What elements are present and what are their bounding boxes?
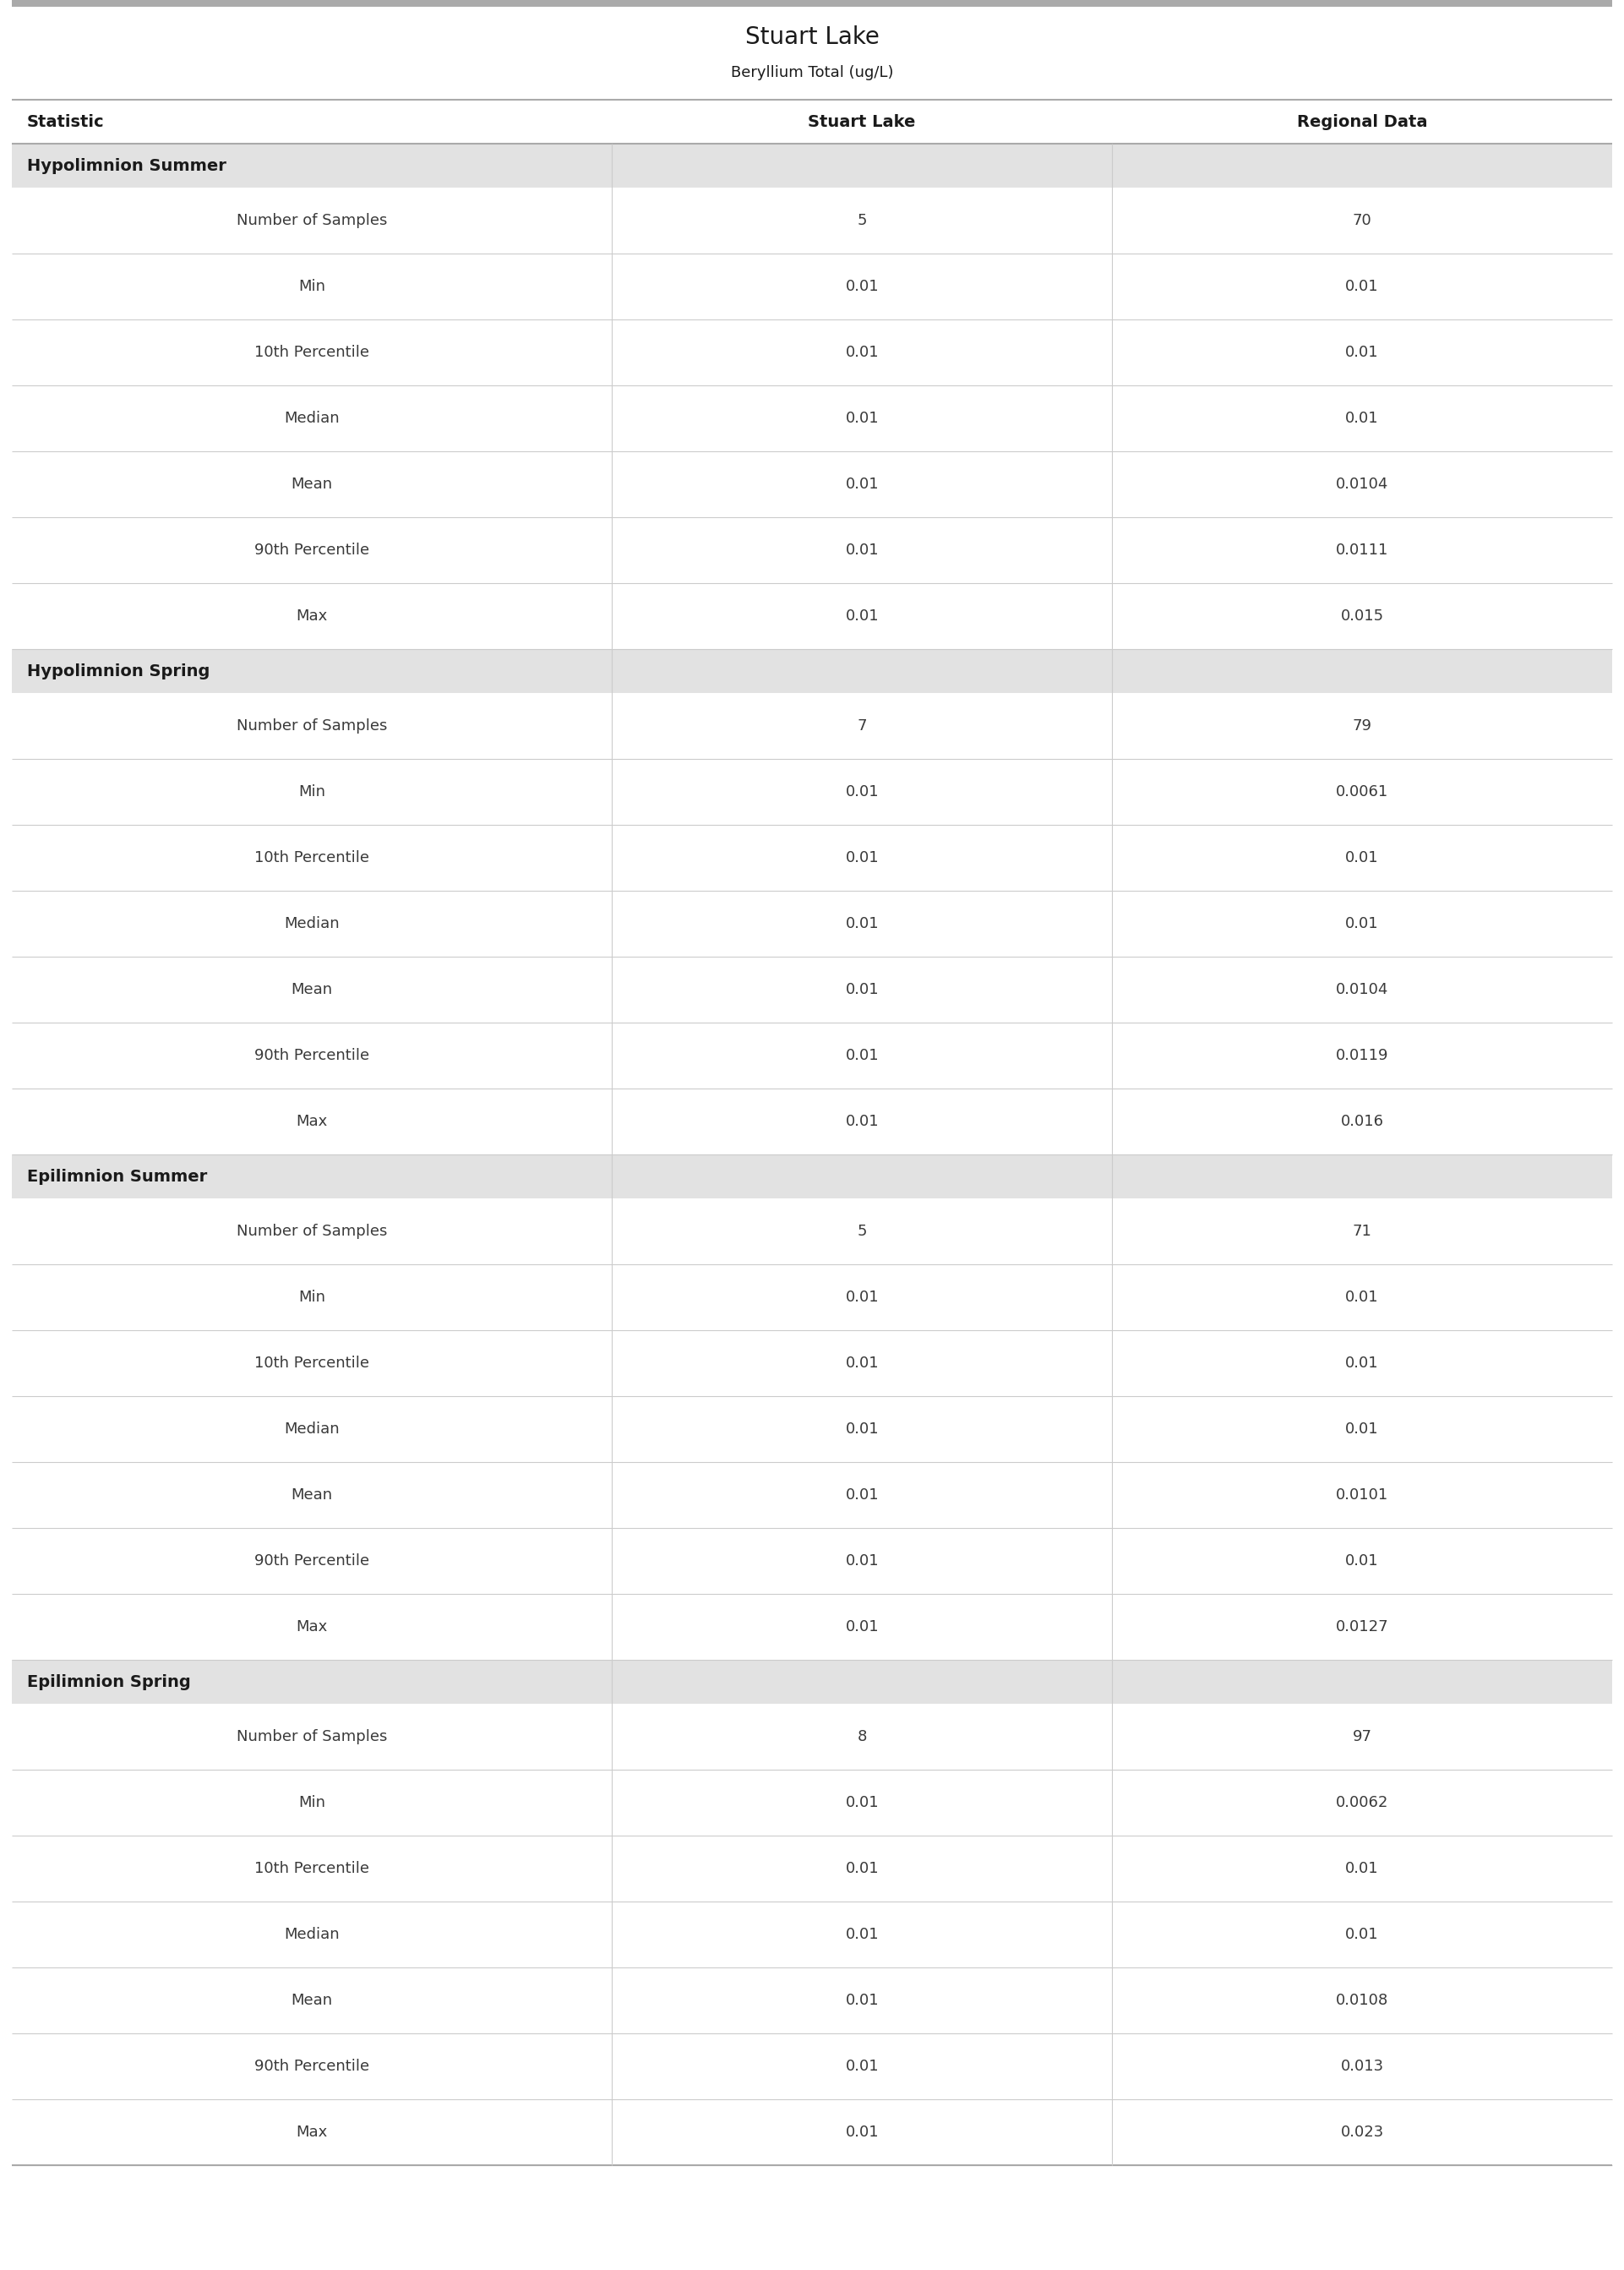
Text: 0.01: 0.01 [844,983,879,997]
Text: 0.0061: 0.0061 [1337,783,1389,799]
Text: 79: 79 [1353,717,1372,733]
Text: Min: Min [299,783,325,799]
Text: Max: Max [296,2125,328,2141]
Text: 71: 71 [1353,1224,1372,1239]
Text: Median: Median [284,1421,339,1437]
Text: 8: 8 [857,1730,867,1743]
Text: 0.01: 0.01 [1345,279,1379,295]
Text: Stuart Lake: Stuart Lake [809,114,916,129]
Text: 0.01: 0.01 [1345,1421,1379,1437]
Text: 0.0119: 0.0119 [1335,1049,1389,1062]
Text: 0.01: 0.01 [844,1289,879,1305]
Text: 0.013: 0.013 [1340,2059,1384,2075]
Text: 0.01: 0.01 [1345,1553,1379,1569]
Text: Epilimnion Summer: Epilimnion Summer [28,1169,208,1185]
Text: 0.0104: 0.0104 [1337,983,1389,997]
Text: Number of Samples: Number of Samples [237,213,387,229]
Text: 10th Percentile: 10th Percentile [255,1861,369,1877]
Text: Number of Samples: Number of Samples [237,717,387,733]
Text: 0.01: 0.01 [844,543,879,558]
Text: 0.015: 0.015 [1340,608,1384,624]
Text: 0.01: 0.01 [844,2125,879,2141]
Text: 0.016: 0.016 [1340,1115,1384,1128]
Text: 0.01: 0.01 [844,1553,879,1569]
Text: Median: Median [284,411,339,427]
Text: 0.0101: 0.0101 [1337,1487,1389,1503]
Text: 0.01: 0.01 [844,608,879,624]
Text: Number of Samples: Number of Samples [237,1224,387,1239]
Text: 0.0111: 0.0111 [1337,543,1389,558]
Text: Regional Data: Regional Data [1298,114,1427,129]
Text: 0.01: 0.01 [844,1049,879,1062]
Text: Min: Min [299,1289,325,1305]
Text: 97: 97 [1353,1730,1372,1743]
Text: 0.01: 0.01 [844,279,879,295]
Text: 0.01: 0.01 [844,345,879,361]
Text: 0.01: 0.01 [844,1993,879,2009]
Text: 0.01: 0.01 [1345,1289,1379,1305]
Text: 0.01: 0.01 [844,1355,879,1371]
Text: Stuart Lake: Stuart Lake [745,25,879,48]
Text: Epilimnion Spring: Epilimnion Spring [28,1673,190,1689]
Text: 10th Percentile: 10th Percentile [255,1355,369,1371]
Text: Max: Max [296,608,328,624]
Text: Min: Min [299,279,325,295]
Text: 0.0127: 0.0127 [1335,1619,1389,1634]
Text: 0.01: 0.01 [844,1861,879,1877]
Text: 0.01: 0.01 [1345,917,1379,931]
Text: 90th Percentile: 90th Percentile [255,543,369,558]
Text: 90th Percentile: 90th Percentile [255,1049,369,1062]
Text: 0.01: 0.01 [844,1115,879,1128]
Text: Beryllium Total (ug/L): Beryllium Total (ug/L) [731,66,893,79]
Text: 0.01: 0.01 [1345,411,1379,427]
Text: 0.0104: 0.0104 [1337,477,1389,493]
Text: Mean: Mean [291,477,333,493]
Text: 7: 7 [857,717,867,733]
Text: 5: 5 [857,1224,867,1239]
Text: Min: Min [299,1796,325,1809]
Text: Max: Max [296,1619,328,1634]
Text: 0.01: 0.01 [844,1619,879,1634]
Text: 10th Percentile: 10th Percentile [255,345,369,361]
Text: 0.0108: 0.0108 [1337,1993,1389,2009]
Text: Hypolimnion Summer: Hypolimnion Summer [28,157,226,175]
Text: 0.01: 0.01 [1345,1927,1379,1943]
Text: 0.01: 0.01 [844,1421,879,1437]
Text: 5: 5 [857,213,867,229]
Text: Mean: Mean [291,983,333,997]
Text: 0.023: 0.023 [1340,2125,1384,2141]
Text: 0.01: 0.01 [844,411,879,427]
Text: 0.0062: 0.0062 [1337,1796,1389,1809]
Text: 0.01: 0.01 [844,783,879,799]
Text: Mean: Mean [291,1487,333,1503]
Text: Number of Samples: Number of Samples [237,1730,387,1743]
Text: 0.01: 0.01 [844,1487,879,1503]
Text: 0.01: 0.01 [844,1796,879,1809]
Text: 0.01: 0.01 [844,477,879,493]
Text: 0.01: 0.01 [1345,1861,1379,1877]
Text: 0.01: 0.01 [1345,851,1379,865]
Text: Max: Max [296,1115,328,1128]
Text: Median: Median [284,1927,339,1943]
Text: 70: 70 [1353,213,1372,229]
Text: 0.01: 0.01 [844,1927,879,1943]
Text: 90th Percentile: 90th Percentile [255,1553,369,1569]
Text: 0.01: 0.01 [844,2059,879,2075]
Text: Hypolimnion Spring: Hypolimnion Spring [28,663,209,679]
Text: 10th Percentile: 10th Percentile [255,851,369,865]
Text: Median: Median [284,917,339,931]
Text: 0.01: 0.01 [1345,1355,1379,1371]
Text: 0.01: 0.01 [844,917,879,931]
Text: Statistic: Statistic [28,114,104,129]
Text: 0.01: 0.01 [1345,345,1379,361]
Text: 90th Percentile: 90th Percentile [255,2059,369,2075]
Text: 0.01: 0.01 [844,851,879,865]
Text: Mean: Mean [291,1993,333,2009]
